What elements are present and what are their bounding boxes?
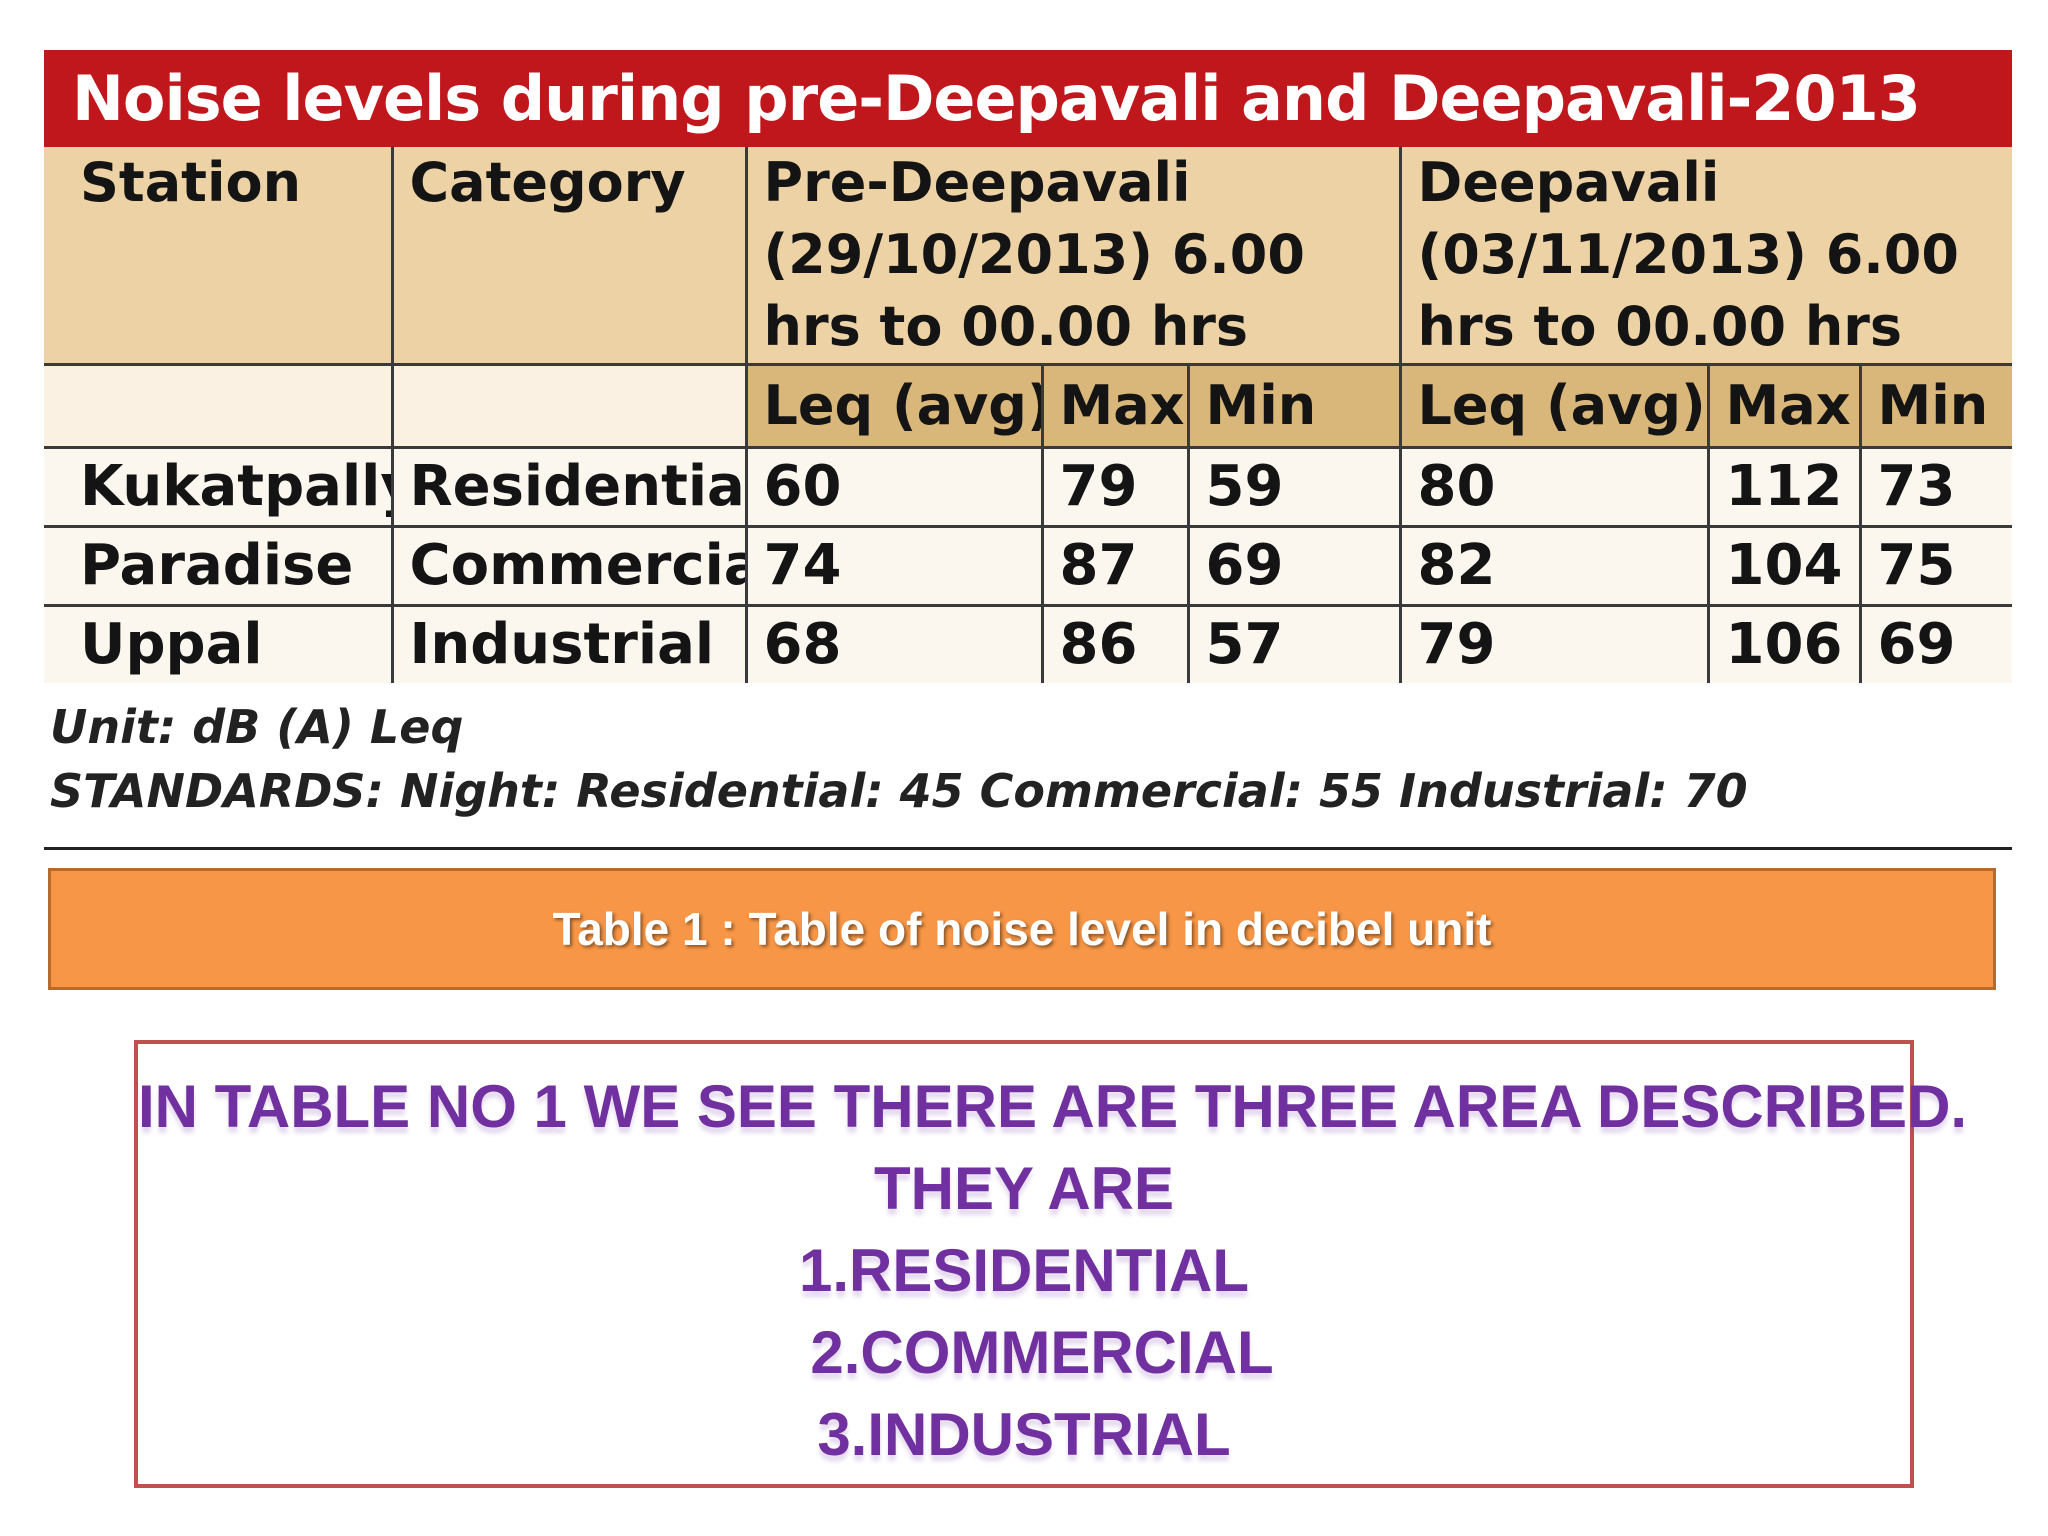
cell-deep-leq: 82 xyxy=(1398,525,1709,606)
subheader-deep-min: Min xyxy=(1858,363,2013,448)
cell-deep-leq: 79 xyxy=(1398,604,1709,683)
cell-pre-max: 79 xyxy=(1040,446,1188,527)
cell-deep-max: 104 xyxy=(1706,525,1861,606)
cell-deep-min: 69 xyxy=(1858,604,2013,683)
description-line: 3.INDUSTRIAL xyxy=(817,1401,1231,1468)
cell-pre-leq: 68 xyxy=(744,604,1042,683)
header-pre-deepavali: Pre-Deepavali (29/10/2013) 6.00 hrs to 0… xyxy=(744,147,1401,365)
subheader-pre-min: Min xyxy=(1186,363,1401,448)
subheader-deep-max: Max xyxy=(1706,363,1861,448)
cell-deep-min: 75 xyxy=(1858,525,2013,606)
cell-station: Kukatpally xyxy=(44,446,392,527)
noise-table-graphic: Noise levels during pre-Deepavali and De… xyxy=(44,50,2013,850)
subheader-blank xyxy=(44,363,392,448)
cell-deep-max: 106 xyxy=(1706,604,1861,683)
cell-deep-min: 73 xyxy=(1858,446,2013,527)
cell-pre-min: 57 xyxy=(1186,604,1401,683)
table-row: Paradise Commercial 74 87 69 82 104 75 xyxy=(44,525,2013,606)
cell-pre-max: 87 xyxy=(1040,525,1188,606)
header-row: Station Category Pre-Deepavali (29/10/20… xyxy=(44,147,2013,365)
table-row: Kukatpally Residential 60 79 59 80 112 7… xyxy=(44,446,2013,527)
cell-deep-max: 112 xyxy=(1706,446,1861,527)
cell-category: Commercial xyxy=(390,525,746,606)
cell-station: Paradise xyxy=(44,525,392,606)
header-category: Category xyxy=(390,147,746,365)
divider xyxy=(44,847,2012,850)
subheader-pre-max: Max xyxy=(1040,363,1188,448)
cell-category: Industrial xyxy=(390,604,746,683)
standards-note: STANDARDS: Night: Residential: 45 Commer… xyxy=(50,764,1748,818)
subheader-deep-leq: Leq (avg) xyxy=(1398,363,1709,448)
table-title: Noise levels during pre-Deepavali and De… xyxy=(44,50,2012,147)
header-deepavali: Deepavali (03/11/2013) 6.00 hrs to 00.00… xyxy=(1398,147,2013,365)
noise-level-table: Station Category Pre-Deepavali (29/10/20… xyxy=(44,147,2013,683)
cell-pre-leq: 74 xyxy=(744,525,1042,606)
description-line: 1.RESIDENTIAL xyxy=(798,1237,1250,1304)
cell-pre-leq: 60 xyxy=(744,446,1042,527)
cell-pre-min: 59 xyxy=(1186,446,1401,527)
description-line: THEY ARE xyxy=(873,1155,1175,1222)
description-box: IN TABLE NO 1 WE SEE THERE ARE THREE ARE… xyxy=(134,1040,1968,1488)
subheader-row: Leq (avg) Max Min Leq (avg) Max Min xyxy=(44,363,2013,448)
table-notes: Unit: dB (A) Leq STANDARDS: Night: Resid… xyxy=(44,683,2012,823)
description-line: 2.COMMERCIAL xyxy=(810,1319,1274,1386)
cell-station: Uppal xyxy=(44,604,392,683)
cell-pre-min: 69 xyxy=(1186,525,1401,606)
cell-category: Residential xyxy=(390,446,746,527)
table-caption: Table 1 : Table of noise level in decibe… xyxy=(48,868,1996,990)
unit-note: Unit: dB (A) Leq xyxy=(50,700,464,754)
header-station: Station xyxy=(44,147,392,365)
cell-pre-max: 86 xyxy=(1040,604,1188,683)
subheader-blank xyxy=(390,363,746,448)
table-row: Uppal Industrial 68 86 57 79 106 69 xyxy=(44,604,2013,683)
subheader-pre-leq: Leq (avg) xyxy=(744,363,1042,448)
description-line: IN TABLE NO 1 WE SEE THERE ARE THREE ARE… xyxy=(138,1073,1968,1140)
cell-deep-leq: 80 xyxy=(1398,446,1709,527)
